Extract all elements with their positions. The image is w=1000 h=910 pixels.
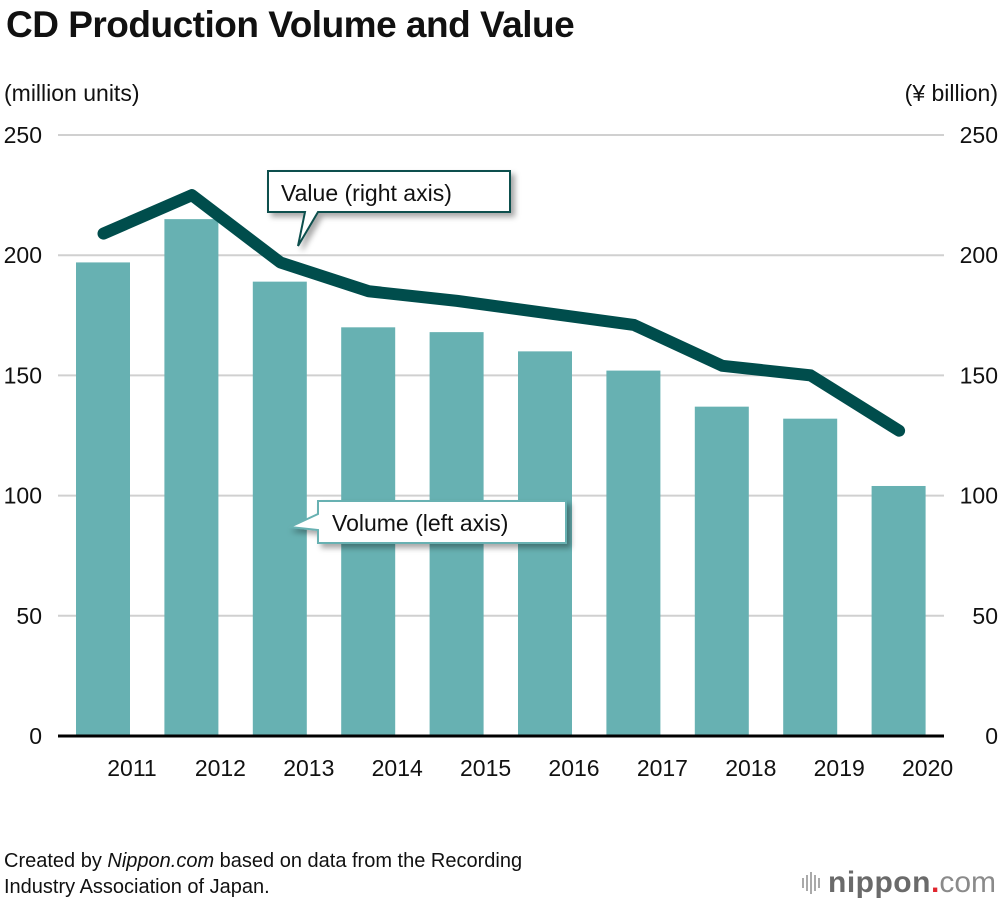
source-site: Nippon.com <box>107 850 215 872</box>
logo-tld: com <box>939 866 996 899</box>
y-tick-right: 200 <box>960 242 998 268</box>
y-tick-right: 150 <box>960 362 998 388</box>
chart-title: CD Production Volume and Value <box>6 4 575 45</box>
x-tick-label: 2011 <box>107 755 156 781</box>
y-tick-right: 250 <box>960 122 998 148</box>
x-tick-label: 2019 <box>814 755 865 781</box>
value-callout <box>267 170 511 247</box>
source-prefix: Created by <box>4 850 108 872</box>
y-tick-left: 150 <box>4 362 42 388</box>
volume-bar <box>76 262 130 736</box>
logo-name: nippon <box>828 866 931 899</box>
chart-area: 2011 2012 2013 2014 2015 2016 2017 2018 2019 2020… <box>4 122 998 781</box>
value-callout-text: Value (right axis) <box>281 180 452 206</box>
left-axis-unit: (million units) <box>4 80 140 106</box>
value-line-group <box>97 189 906 437</box>
logo-dot: . <box>930 866 940 899</box>
right-axis-unit: (¥ billion) <box>904 80 998 106</box>
x-tick-label: 2012 <box>195 755 246 781</box>
y-tick-left: 250 <box>4 122 42 148</box>
x-tick-label: 2018 <box>725 755 776 781</box>
right-y-axis: 0 50 100 150 200 250 <box>960 122 998 749</box>
y-tick-right: 100 <box>960 483 998 509</box>
volume-bars <box>76 219 926 736</box>
x-tick-label: 2020 <box>902 755 953 781</box>
x-tick-label: 2014 <box>372 755 423 781</box>
volume-bar <box>252 281 307 736</box>
volume-bar <box>871 485 926 736</box>
volume-callout-text: Volume (left axis) <box>332 510 508 536</box>
y-tick-left: 0 <box>29 723 42 749</box>
logo-sound-icon <box>802 872 820 894</box>
y-tick-left: 200 <box>4 242 42 268</box>
nippon-logo: nippon. com <box>802 866 996 900</box>
x-tick-label: 2015 <box>460 755 511 781</box>
volume-bar <box>694 406 749 736</box>
y-tick-left: 100 <box>4 483 42 509</box>
x-tick-label: 2017 <box>637 755 688 781</box>
x-tick-label: 2016 <box>548 755 599 781</box>
volume-bar <box>783 418 838 736</box>
source-note: Created by Nippon.com based on data from… <box>4 848 522 900</box>
y-tick-right: 0 <box>985 723 998 749</box>
x-axis: 2011 2012 2013 2014 2015 2016 2017 2018 2019 2020 <box>58 734 953 781</box>
volume-bar <box>164 219 219 736</box>
source-suffix: based on data from the Recording <box>214 850 523 872</box>
y-tick-left: 50 <box>16 603 42 629</box>
x-tick-label: 2013 <box>283 755 334 781</box>
y-tick-right: 50 <box>972 603 998 629</box>
value-line <box>97 189 906 437</box>
source-line2: Industry Association of Japan. <box>4 876 270 898</box>
volume-callout <box>286 500 567 544</box>
left-y-axis: 0 50 100 150 200 250 <box>4 122 42 749</box>
volume-bar <box>606 370 661 736</box>
